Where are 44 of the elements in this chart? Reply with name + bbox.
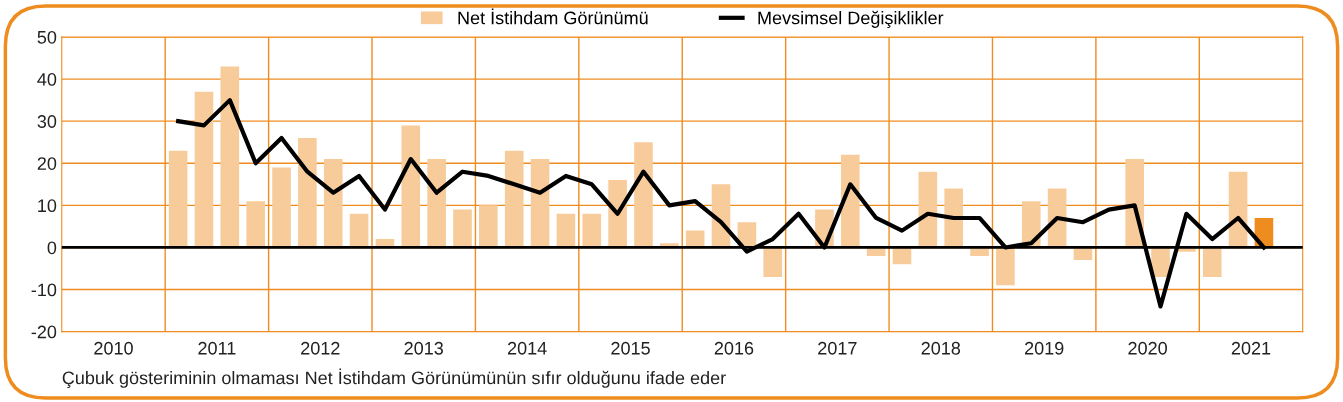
x-tick-label: 2011 — [198, 341, 236, 355]
bar — [323, 159, 343, 248]
bar — [504, 150, 524, 248]
x-tick-label: 2019 — [1025, 341, 1064, 355]
bar — [220, 66, 240, 248]
bar — [349, 213, 369, 248]
bar — [272, 167, 291, 248]
y-tick-label: -10 — [31, 283, 57, 297]
text: Çubuk gösteriminin olmaması Net İstihdam Görünümünün sıfır olduğunu ifade eder — [62, 368, 726, 388]
bar — [453, 209, 472, 248]
bar — [479, 205, 498, 248]
bar — [1202, 247, 1222, 277]
bar — [996, 247, 1015, 286]
y-tick-label: 40 — [37, 73, 57, 86]
y-tick-label: -20 — [31, 325, 57, 339]
y-tick-label: 30 — [37, 115, 57, 128]
x-tick-label: 2018 — [921, 341, 961, 355]
x-tick-label: 2017 — [818, 341, 857, 355]
x-tick-label: 2014 — [507, 341, 547, 355]
bar — [530, 159, 550, 248]
x-tick-label: 2010 — [94, 341, 133, 355]
x-tick-label: 2021 — [1231, 341, 1271, 355]
bar — [556, 213, 576, 248]
x-tick-label: 2015 — [611, 341, 650, 355]
bar — [634, 142, 653, 248]
bar — [194, 91, 214, 248]
y-tick-label: 20 — [37, 157, 57, 170]
legend-label: Mevsimsel Değişiklikler — [758, 10, 944, 28]
y-tick-label: 10 — [38, 199, 57, 213]
bar — [168, 150, 188, 248]
x-tick-label: 2013 — [404, 341, 444, 355]
bar — [582, 213, 602, 248]
bar — [944, 188, 963, 248]
bar — [763, 247, 783, 277]
legend-label: Net İstihdam Görünümü — [458, 8, 648, 25]
bar — [401, 125, 421, 248]
bar — [427, 159, 446, 248]
y-tick-label: 50 — [37, 30, 57, 44]
x-tick-label: 2012 — [301, 341, 340, 355]
x-tick-label: 2016 — [714, 341, 754, 355]
bar — [246, 201, 265, 248]
x-tick-label: 2020 — [1128, 341, 1167, 355]
y-tick-label: 0 — [47, 241, 57, 255]
bar — [298, 138, 317, 248]
